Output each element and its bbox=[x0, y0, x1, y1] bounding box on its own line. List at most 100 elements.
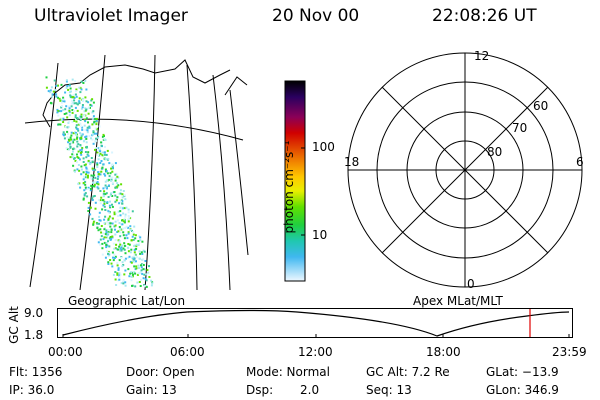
aurora-pixel bbox=[91, 160, 94, 163]
aurora-pixel bbox=[101, 199, 104, 202]
aurora-pixel bbox=[118, 274, 120, 277]
aurora-pixel bbox=[111, 265, 114, 268]
aurora-pixel bbox=[110, 179, 112, 182]
aurora-pixel bbox=[116, 175, 119, 178]
aurora-pixel bbox=[100, 235, 103, 238]
aurora-pixel bbox=[124, 198, 127, 201]
aurora-pixel bbox=[123, 237, 126, 240]
aurora-pixel bbox=[122, 247, 125, 250]
aurora-pixel bbox=[107, 252, 109, 255]
aurora-pixel bbox=[107, 196, 110, 198]
aurora-pixel bbox=[111, 251, 114, 254]
aurora-pixel bbox=[62, 98, 65, 101]
aurora-pixel bbox=[59, 118, 62, 121]
aurora-pixel bbox=[74, 90, 77, 93]
aurora-pixel bbox=[114, 271, 117, 273]
aurora-pixel bbox=[98, 125, 101, 128]
aurora-pixel bbox=[141, 253, 144, 255]
aurora-pixel bbox=[82, 178, 85, 181]
aurora-pixel bbox=[117, 192, 120, 195]
aurora-pixel bbox=[69, 94, 72, 97]
aurora-pixel bbox=[133, 265, 136, 268]
aurora-pixel bbox=[77, 123, 80, 126]
aurora-pixel bbox=[104, 193, 107, 196]
aurora-pixel bbox=[93, 123, 96, 126]
aurora-pixel bbox=[75, 133, 77, 136]
aurora-pixel bbox=[140, 269, 143, 272]
aurora-pixel bbox=[111, 181, 114, 184]
aurora-pixel bbox=[97, 183, 100, 186]
aurora-pixel bbox=[83, 164, 86, 167]
aurora-pixel bbox=[124, 252, 127, 255]
aurora-pixel bbox=[124, 257, 127, 260]
aurora-pixel bbox=[127, 246, 130, 249]
aurora-pixel bbox=[72, 138, 74, 141]
aurora-pixel bbox=[91, 197, 94, 200]
aurora-pixel bbox=[70, 105, 73, 108]
aurora-pixel bbox=[131, 284, 133, 287]
aurora-pixel bbox=[110, 262, 113, 265]
aurora-pixel bbox=[99, 228, 102, 231]
aurora-pixel bbox=[103, 236, 106, 239]
aurora-pixel bbox=[65, 112, 68, 115]
aurora-pixel bbox=[82, 182, 85, 184]
aurora-pixel bbox=[133, 248, 136, 251]
aurora-pixel bbox=[121, 200, 124, 203]
aurora-pixel bbox=[117, 268, 120, 271]
aurora-pixel bbox=[124, 269, 127, 272]
aurora-pixel bbox=[119, 189, 122, 192]
aurora-pixel bbox=[117, 267, 120, 270]
aurora-pixel bbox=[58, 97, 61, 100]
aurora-pixel bbox=[139, 252, 142, 255]
aurora-pixel bbox=[112, 273, 115, 276]
aurora-pixel bbox=[82, 99, 85, 101]
aurora-pixel bbox=[103, 153, 106, 156]
aurora-pixel bbox=[127, 243, 130, 245]
aurora-pixel bbox=[132, 273, 134, 276]
aurora-pixel bbox=[118, 259, 121, 262]
aurora-pixel bbox=[119, 235, 122, 238]
aurora-pixel bbox=[116, 182, 119, 185]
aurora-pixel bbox=[73, 110, 75, 113]
aurora-pixel bbox=[80, 113, 83, 116]
aurora-pixel bbox=[81, 147, 84, 149]
aurora-pixel bbox=[111, 203, 113, 206]
aurora-pixel bbox=[105, 246, 108, 249]
time-label: 22:08:26 UT bbox=[432, 6, 537, 26]
aurora-pixel bbox=[45, 76, 48, 79]
lat-label-80: 80 bbox=[487, 145, 502, 159]
aurora-pixel bbox=[55, 84, 58, 87]
aurora-pixel bbox=[107, 261, 110, 264]
aurora-pixel bbox=[80, 88, 83, 91]
aurora-pixel bbox=[109, 200, 111, 203]
aurora-pixel bbox=[90, 174, 93, 177]
aurora-pixel bbox=[111, 217, 114, 220]
aurora-pixel bbox=[86, 131, 89, 134]
aurora-pixel bbox=[68, 84, 71, 87]
aurora-pixel bbox=[70, 102, 73, 105]
aurora-pixel bbox=[120, 207, 123, 210]
aurora-pixel bbox=[87, 206, 90, 209]
aurora-pixel bbox=[135, 260, 137, 263]
aurora-pixel bbox=[113, 213, 116, 216]
aurora-pixel bbox=[107, 237, 109, 240]
aurora-pixel bbox=[119, 243, 122, 246]
aurora-pixel bbox=[97, 229, 100, 232]
aurora-pixel bbox=[92, 220, 95, 223]
aurora-pixel bbox=[103, 200, 106, 203]
aurora-pixel bbox=[141, 272, 144, 275]
aurora-pixel bbox=[76, 140, 79, 143]
aurora-pixel bbox=[49, 89, 52, 92]
aurora-pixel bbox=[64, 126, 67, 128]
aurora-pixel bbox=[69, 136, 72, 139]
aurora-pixel bbox=[143, 285, 146, 288]
aurora-pixel bbox=[99, 171, 102, 173]
aurora-pixel bbox=[104, 184, 107, 187]
aurora-pixel bbox=[114, 200, 117, 203]
aurora-pixel bbox=[98, 211, 101, 214]
aurora-pixel bbox=[95, 139, 98, 142]
aurora-pixel bbox=[82, 82, 85, 84]
mlt-label-12: 12 bbox=[474, 49, 489, 63]
aurora-pixel bbox=[92, 130, 95, 133]
aurora-pixel bbox=[89, 163, 91, 166]
